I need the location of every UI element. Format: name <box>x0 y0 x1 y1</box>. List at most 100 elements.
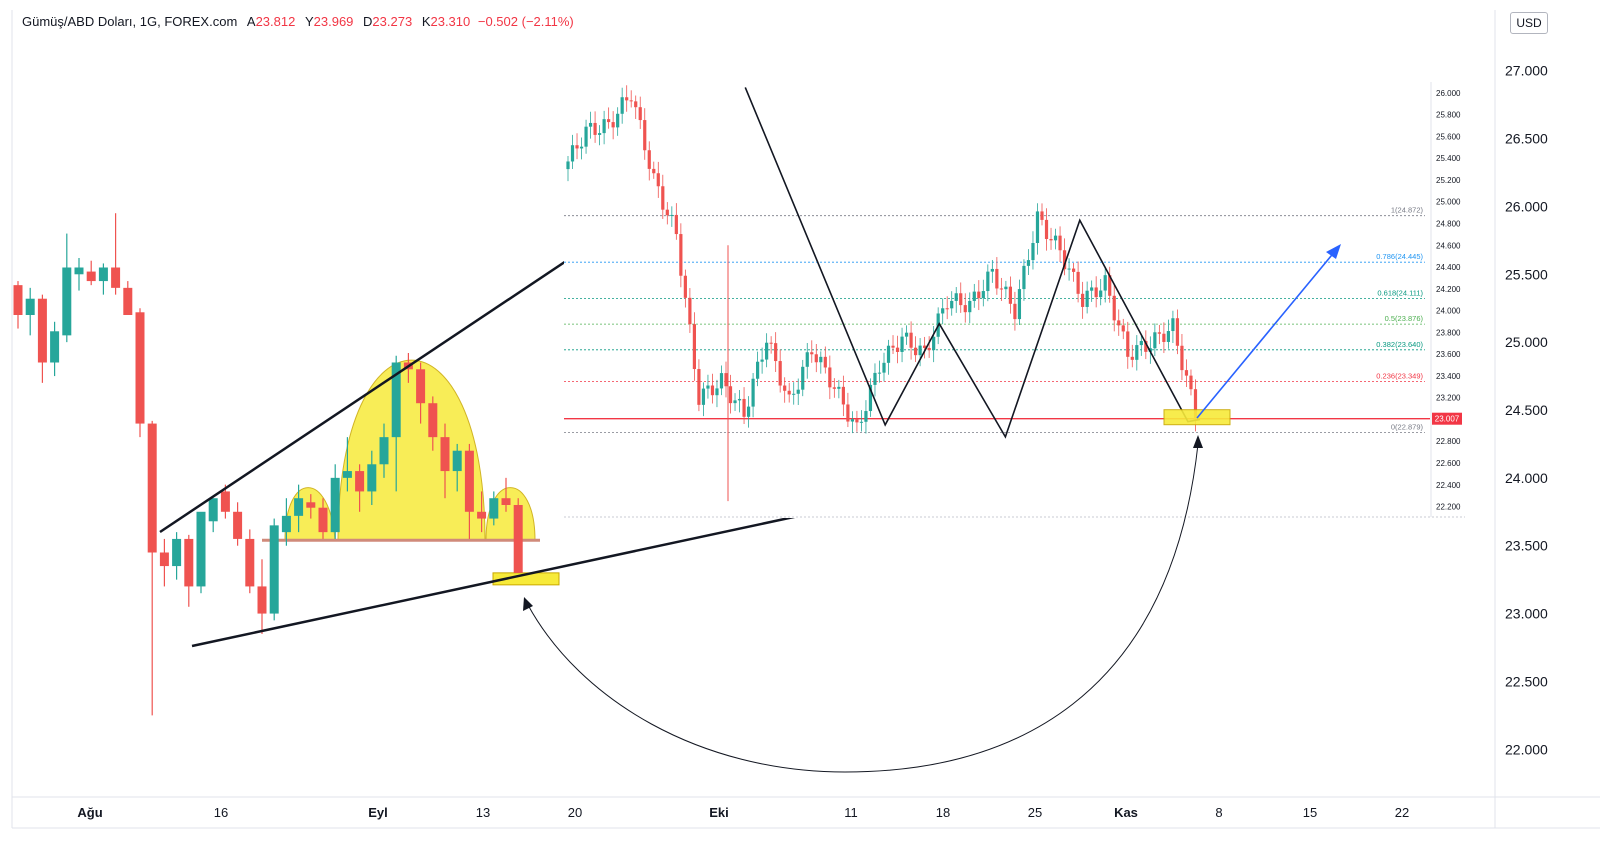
candle-body <box>233 511 243 539</box>
inset-candle-body <box>701 388 706 405</box>
inset-candle-body <box>1040 211 1044 220</box>
inset-candle-body <box>737 398 742 401</box>
inset-candle-body <box>837 386 841 389</box>
inset-candle-body <box>616 113 620 128</box>
inset-candle-body <box>697 369 701 405</box>
inset-candle-body <box>941 308 945 314</box>
candle-body <box>220 491 230 512</box>
candle-body <box>208 498 218 522</box>
candle-body <box>391 362 401 438</box>
inset-candle-body <box>751 378 755 407</box>
candle-body <box>62 267 72 336</box>
inset-candle-body <box>728 386 733 404</box>
current-price-tag <box>1432 412 1462 425</box>
inset-candle-body <box>814 354 818 363</box>
inset-price-tick: 23.800 <box>1436 328 1461 337</box>
currency-button[interactable]: USD <box>1510 12 1548 34</box>
inset-candle-body <box>643 120 647 151</box>
fib-level-label: 1(24.872) <box>1391 206 1424 215</box>
candle-body <box>428 403 438 438</box>
candle-body <box>184 538 194 587</box>
inset-candle-body <box>1004 286 1008 290</box>
inset-candle-body <box>724 373 728 387</box>
inset-candle-body <box>1058 235 1062 251</box>
inset-candle-body <box>954 293 958 301</box>
inset-candle-body <box>1081 293 1085 307</box>
current-price-text: 23.007 <box>1435 415 1460 424</box>
inset-candle-body <box>1026 260 1031 266</box>
inset-candle-body <box>850 419 854 422</box>
inset-candle-body <box>661 186 665 210</box>
inset-price-tick: 24.200 <box>1436 285 1461 294</box>
price-tick: 23.000 <box>1505 606 1548 622</box>
inset-candle-body <box>1184 370 1189 376</box>
candle-body <box>98 267 108 282</box>
time-tick: 22 <box>1395 805 1409 820</box>
inset-price-tick: 25.200 <box>1436 176 1461 185</box>
inset-candle-body <box>972 291 976 301</box>
time-tick: 20 <box>568 805 582 820</box>
inset-candle-body <box>710 385 715 396</box>
open-label: A <box>246 14 256 29</box>
inset-candle-body <box>1094 287 1098 298</box>
inset-candle-body <box>598 133 602 135</box>
inset-candle-body <box>932 336 936 351</box>
inset-candle-body <box>999 288 1003 290</box>
time-tick: Eyl <box>368 805 388 820</box>
inset-candle-body <box>1099 290 1103 298</box>
price-tick: 25.500 <box>1505 266 1548 282</box>
inset-background <box>564 82 1465 518</box>
candle-body <box>281 515 291 533</box>
inset-candle-body <box>1126 331 1130 357</box>
inset-candle-body <box>828 367 832 388</box>
inset-candle-body <box>715 388 719 396</box>
inset-candle-body <box>584 126 588 147</box>
inset-price-tick: 22.200 <box>1436 503 1461 512</box>
low-label: D <box>363 14 373 29</box>
head-shape <box>337 359 486 541</box>
inset-candle-body <box>873 372 877 385</box>
candle-body <box>513 505 523 573</box>
inset-candle-body <box>959 293 963 306</box>
inset-candle-body <box>977 291 981 299</box>
fib-level-label: 0.618(24.111) <box>1377 289 1423 298</box>
inset-candle-body <box>950 300 954 309</box>
candle-body <box>489 498 499 519</box>
inset-candle-body <box>652 168 656 174</box>
time-tick: Kas <box>1114 805 1138 820</box>
candle-body <box>13 285 23 315</box>
candle-body <box>135 312 145 424</box>
inset-candle-body <box>868 384 873 412</box>
inset-candle-body <box>796 389 800 394</box>
inset-price-tick: 23.400 <box>1436 372 1461 381</box>
inset-price-tick: 26.000 <box>1436 89 1461 98</box>
inset-candle-body <box>801 366 805 390</box>
candle-body <box>111 267 121 288</box>
inset-candle-body <box>1157 332 1161 334</box>
inset-candle-body <box>1076 271 1080 294</box>
inset-candle-body <box>1189 375 1193 390</box>
connector-arrowhead-right <box>1193 435 1203 448</box>
inset-candle-body <box>1022 265 1026 290</box>
symbol-title[interactable]: Gümüş/ABD Doları, 1G, FOREX.com <box>22 14 238 29</box>
inset-candle-body <box>625 97 629 101</box>
inset-candle-body <box>1130 356 1134 360</box>
inset-candle-body <box>846 404 850 422</box>
inset-candle-body <box>968 300 972 313</box>
inset-candle-body <box>927 347 931 351</box>
candle-body <box>416 369 426 404</box>
candle-body <box>25 298 35 315</box>
time-tick: 18 <box>936 805 950 820</box>
inset-candle-body <box>819 356 823 363</box>
projection-arrow <box>1196 249 1337 419</box>
inset-candle-body <box>706 385 710 389</box>
candle-body <box>172 538 182 567</box>
inset-candle-body <box>981 291 985 299</box>
inset-candle-body <box>1017 289 1022 320</box>
time-tick: 16 <box>214 805 228 820</box>
candle-body <box>50 331 60 363</box>
candle-body <box>294 498 304 516</box>
price-tick: 26.000 <box>1505 198 1548 214</box>
inset-candle-body <box>1121 325 1125 332</box>
